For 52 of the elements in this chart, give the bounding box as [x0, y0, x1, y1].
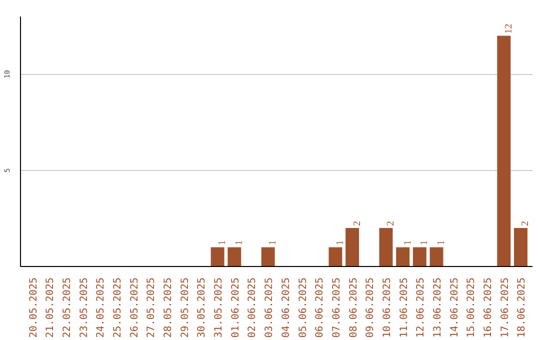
bar [379, 228, 393, 266]
data-label: 1 [402, 240, 414, 246]
x-tick-label: 05.06.2025 [298, 277, 309, 338]
x-tick-label: 26.05.2025 [129, 277, 140, 338]
x-tick-label: 30.05.2025 [196, 277, 208, 338]
x-tick-label: 20.05.2025 [28, 277, 40, 338]
bar [514, 228, 528, 266]
bar [328, 247, 342, 266]
x-tick-label: 11.06.2025 [398, 277, 410, 338]
data-label: 2 [352, 221, 363, 226]
x-tick-label: 08.06.2025 [348, 277, 360, 338]
data-label: 2 [385, 221, 396, 226]
bar [396, 247, 410, 266]
x-tick-label: 14.06.2025 [449, 277, 460, 338]
bar [261, 247, 275, 266]
x-tick-label: 24.05.2025 [96, 277, 107, 338]
x-tick-label: 09.06.2025 [365, 277, 376, 338]
x-tick-label: 12.06.2025 [416, 277, 427, 338]
data-label: 1 [217, 240, 228, 246]
x-tick-label: 03.06.2025 [264, 277, 276, 338]
x-tick-label: 04.06.2025 [280, 277, 292, 338]
data-label: 2 [520, 221, 532, 226]
x-tick-label: 21.05.2025 [45, 277, 56, 338]
bar [346, 228, 360, 266]
x-tick-label: 06.06.2025 [314, 277, 326, 338]
x-tick-label: 10.06.2025 [382, 277, 393, 338]
x-tick-label: 07.06.2025 [331, 277, 342, 338]
x-tick-label: 25.05.2025 [112, 277, 124, 338]
x-tick-label: 29.05.2025 [180, 277, 191, 338]
bar [210, 247, 224, 266]
x-tick-label: 23.05.2025 [78, 277, 90, 338]
x-tick-label: 27.05.2025 [146, 277, 158, 338]
bar [228, 247, 242, 266]
data-label: 1 [268, 240, 279, 246]
x-tick-label: 01.06.2025 [230, 277, 242, 338]
x-tick-label: 17.06.2025 [500, 277, 511, 338]
bar [412, 247, 426, 266]
x-tick-label: 02.06.2025 [247, 277, 258, 338]
x-tick-label: 22.05.2025 [62, 277, 73, 338]
data-label: 1 [334, 240, 346, 246]
data-label: 1 [436, 240, 447, 246]
data-label: 12 [503, 24, 514, 34]
x-tick-label: 16.06.2025 [483, 277, 494, 338]
data-label: 1 [419, 240, 430, 246]
bar [430, 247, 444, 266]
x-tick-label: 15.06.2025 [466, 277, 478, 338]
bar [497, 36, 511, 266]
x-tick-label: 31.05.2025 [214, 277, 225, 338]
x-tick-label: 13.06.2025 [432, 277, 444, 338]
x-tick-label: 28.05.2025 [163, 277, 174, 338]
data-label: 1 [234, 240, 245, 246]
x-tick-label: 18.06.2025 [516, 277, 528, 338]
